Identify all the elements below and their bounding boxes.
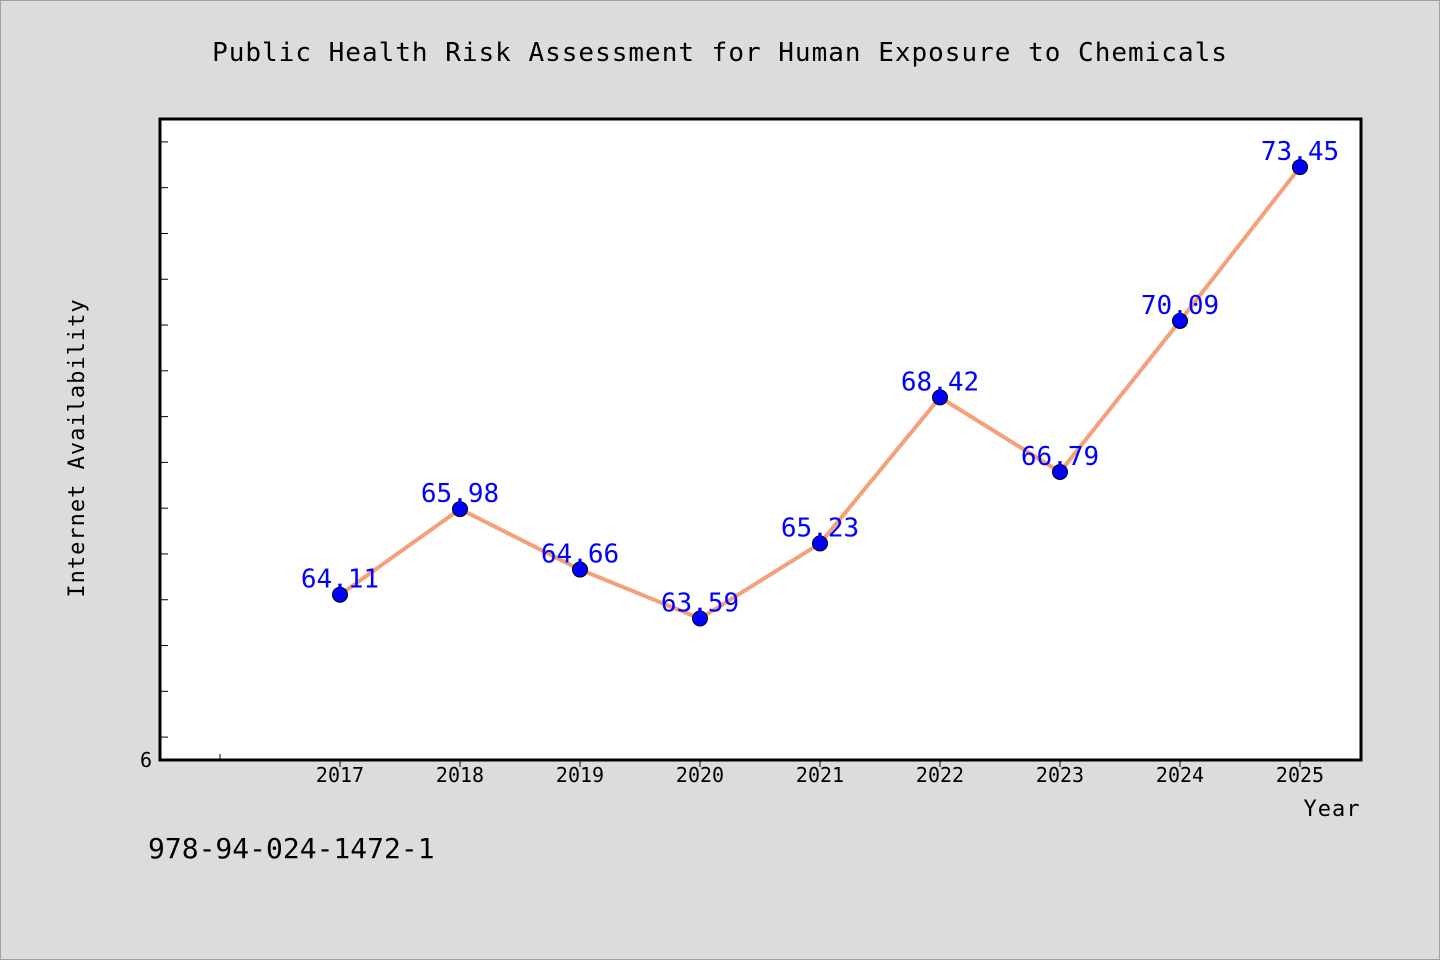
x-tick-label: 2024: [1156, 763, 1204, 787]
data-label: 68.42: [901, 367, 979, 397]
x-tick-label: 2019: [556, 763, 604, 787]
data-label: 64.11: [301, 565, 379, 595]
data-label: 65.23: [781, 513, 859, 543]
data-point: [932, 389, 948, 406]
data-point: [452, 501, 468, 518]
data-point: [572, 561, 588, 578]
y-tick-label: 6: [140, 748, 152, 772]
x-tick-label: 2022: [916, 763, 964, 787]
x-tick-label: 2017: [316, 763, 364, 787]
footnote: 978-94-024-1472-1: [148, 832, 435, 865]
chart-title: Public Health Risk Assessment for Human …: [212, 38, 1228, 68]
data-label: 73.45: [1261, 137, 1339, 167]
y-axis-label: Internet Availability: [65, 298, 90, 597]
data-point: [332, 586, 348, 603]
x-axis-ticks: 2017 2018 2019 2020 2021 2022 2023 2024 2025: [219, 754, 1324, 787]
data-label: 70.09: [1141, 291, 1219, 321]
x-tick-label: 2023: [1036, 763, 1084, 787]
data-point: [812, 535, 828, 552]
x-tick-label: 2021: [796, 763, 844, 787]
data-label: 63.59: [661, 589, 739, 619]
series-layer: 64.11 65.98 64.66 63.59 65.23 68.42 66.79 70.09…: [301, 137, 1339, 627]
data-label: 65.98: [421, 479, 499, 509]
data-point: [1292, 159, 1308, 176]
data-point: [1052, 464, 1068, 481]
plot-area: [158, 117, 1363, 762]
data-point: [692, 610, 708, 627]
x-tick-label: 2020: [676, 763, 724, 787]
y-axis-ticks: [160, 141, 168, 738]
x-axis-label: Year: [1304, 797, 1361, 822]
x-tick-label: 2025: [1276, 763, 1324, 787]
data-label: 64.66: [541, 540, 619, 570]
data-label: 66.79: [1021, 442, 1099, 472]
data-point: [1172, 312, 1188, 329]
x-tick-label: 2018: [436, 763, 484, 787]
